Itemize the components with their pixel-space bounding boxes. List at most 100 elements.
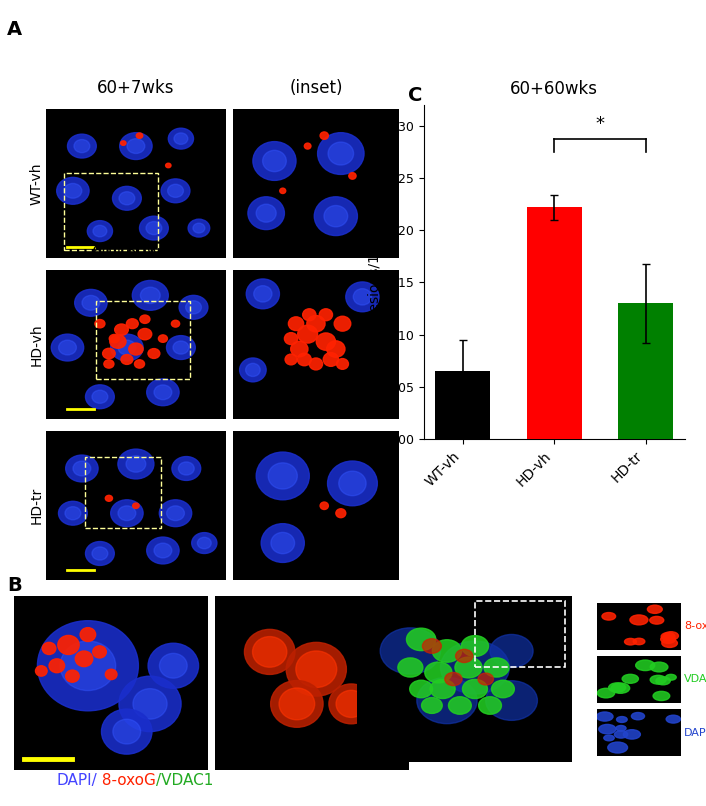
Circle shape bbox=[167, 506, 184, 521]
Y-axis label: Lesions/10kb: Lesions/10kb bbox=[366, 226, 381, 318]
Circle shape bbox=[349, 172, 356, 179]
Circle shape bbox=[625, 638, 636, 645]
Circle shape bbox=[421, 697, 442, 713]
Circle shape bbox=[192, 533, 217, 554]
Circle shape bbox=[631, 713, 645, 720]
Circle shape bbox=[244, 629, 295, 675]
Circle shape bbox=[76, 651, 92, 667]
Circle shape bbox=[602, 613, 616, 620]
Circle shape bbox=[128, 343, 143, 355]
Text: (inset): (inset) bbox=[289, 79, 342, 97]
Circle shape bbox=[110, 334, 126, 348]
Circle shape bbox=[650, 675, 666, 684]
Circle shape bbox=[52, 334, 84, 361]
Circle shape bbox=[445, 672, 462, 686]
Circle shape bbox=[334, 316, 351, 331]
Circle shape bbox=[154, 543, 172, 558]
Circle shape bbox=[291, 341, 308, 357]
Text: 8-oxoG: 8-oxoG bbox=[97, 773, 156, 788]
Circle shape bbox=[73, 461, 91, 476]
Bar bbox=[527, 207, 582, 439]
Circle shape bbox=[59, 340, 76, 355]
Bar bbox=[85, 456, 161, 528]
Circle shape bbox=[172, 320, 179, 327]
Circle shape bbox=[314, 197, 357, 235]
Circle shape bbox=[104, 359, 114, 368]
Circle shape bbox=[168, 128, 193, 149]
Circle shape bbox=[134, 359, 145, 368]
Circle shape bbox=[346, 282, 379, 312]
Circle shape bbox=[409, 680, 433, 698]
Circle shape bbox=[616, 725, 626, 731]
Circle shape bbox=[148, 348, 160, 359]
Text: *: * bbox=[595, 115, 604, 133]
Circle shape bbox=[635, 660, 654, 671]
Circle shape bbox=[160, 500, 192, 526]
Text: DAPI: DAPI bbox=[684, 728, 706, 737]
Circle shape bbox=[42, 642, 56, 654]
Circle shape bbox=[323, 352, 338, 367]
Circle shape bbox=[336, 509, 346, 517]
Circle shape bbox=[309, 358, 323, 370]
Circle shape bbox=[597, 688, 615, 698]
Circle shape bbox=[320, 502, 328, 509]
Circle shape bbox=[93, 226, 107, 237]
Circle shape bbox=[158, 334, 167, 343]
Circle shape bbox=[462, 679, 487, 699]
Circle shape bbox=[112, 186, 141, 210]
Circle shape bbox=[66, 670, 79, 682]
Circle shape bbox=[88, 221, 112, 242]
Circle shape bbox=[133, 688, 167, 719]
Circle shape bbox=[186, 301, 201, 314]
Circle shape bbox=[148, 643, 198, 688]
Circle shape bbox=[479, 696, 501, 714]
Text: HD-vh: HD-vh bbox=[30, 323, 44, 366]
Circle shape bbox=[136, 133, 143, 139]
Circle shape bbox=[140, 315, 150, 323]
Circle shape bbox=[484, 658, 509, 677]
Circle shape bbox=[339, 471, 366, 496]
Circle shape bbox=[49, 659, 65, 673]
Text: WT-vh: WT-vh bbox=[30, 162, 44, 205]
Circle shape bbox=[113, 719, 140, 744]
Circle shape bbox=[59, 501, 88, 526]
Circle shape bbox=[92, 390, 108, 403]
Circle shape bbox=[608, 742, 628, 753]
Circle shape bbox=[286, 642, 347, 696]
Bar bbox=[618, 303, 673, 439]
Text: C: C bbox=[408, 86, 422, 106]
Circle shape bbox=[318, 133, 364, 174]
Circle shape bbox=[353, 289, 371, 305]
Circle shape bbox=[478, 673, 493, 685]
Circle shape bbox=[166, 164, 171, 168]
Circle shape bbox=[319, 309, 333, 321]
Circle shape bbox=[381, 628, 441, 674]
Circle shape bbox=[147, 537, 179, 564]
Circle shape bbox=[102, 709, 152, 754]
Circle shape bbox=[324, 206, 348, 226]
Circle shape bbox=[140, 216, 168, 240]
Circle shape bbox=[662, 639, 678, 647]
Circle shape bbox=[622, 675, 638, 683]
Text: HD-tr: HD-tr bbox=[30, 487, 44, 525]
Circle shape bbox=[147, 379, 179, 405]
Text: B: B bbox=[7, 576, 22, 596]
Circle shape bbox=[68, 134, 96, 158]
Circle shape bbox=[248, 197, 285, 230]
Circle shape bbox=[280, 188, 286, 193]
Circle shape bbox=[296, 651, 337, 688]
Circle shape bbox=[121, 355, 133, 364]
Circle shape bbox=[92, 646, 107, 658]
Circle shape bbox=[126, 318, 138, 329]
Circle shape bbox=[121, 141, 126, 145]
Circle shape bbox=[161, 179, 190, 203]
Circle shape bbox=[118, 449, 154, 479]
Circle shape bbox=[614, 731, 628, 738]
Circle shape bbox=[85, 542, 114, 566]
Title: 60+60wks: 60+60wks bbox=[510, 80, 598, 98]
Text: DAPI/: DAPI/ bbox=[56, 773, 97, 788]
Circle shape bbox=[599, 725, 616, 733]
Circle shape bbox=[174, 133, 188, 144]
Circle shape bbox=[490, 634, 533, 667]
Circle shape bbox=[455, 650, 473, 663]
